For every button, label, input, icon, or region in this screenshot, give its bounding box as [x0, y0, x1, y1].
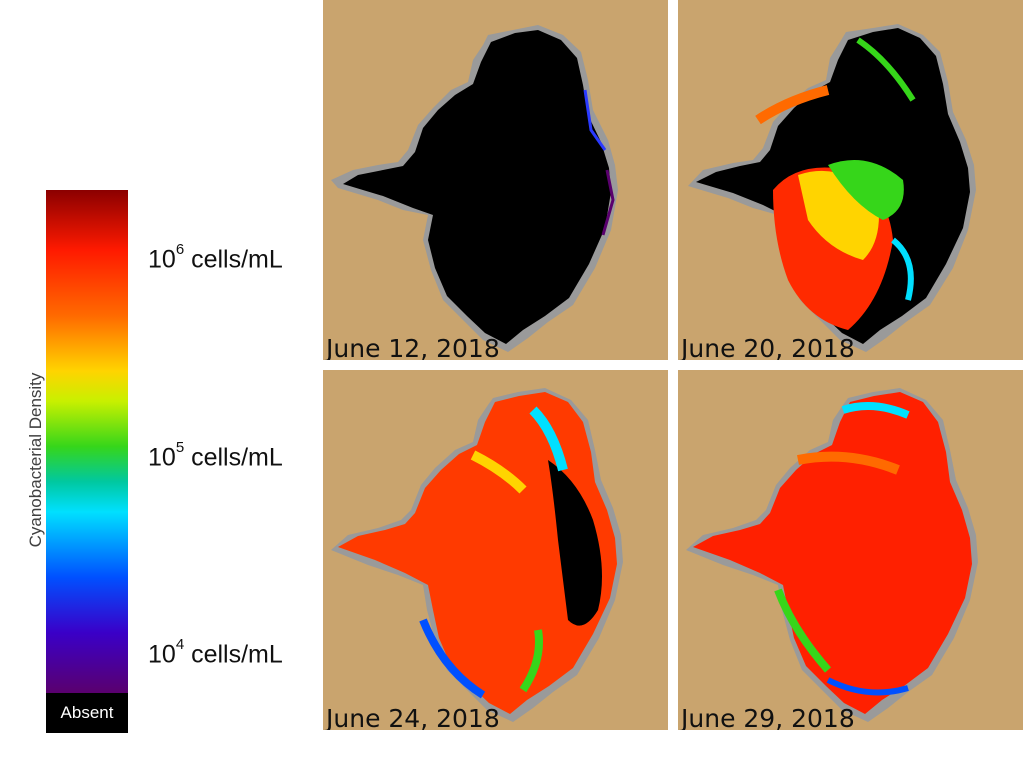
- panel-date: June 12, 2018: [326, 334, 500, 360]
- tick-label-1e5: 105 cells/mL: [148, 439, 283, 472]
- tick-label-1e4: 104 cells/mL: [148, 636, 283, 669]
- map-panel-june-24: June 24, 2018: [323, 370, 668, 730]
- tick-label-1e6: 106 cells/mL: [148, 241, 283, 274]
- lake-map: [331, 388, 623, 722]
- colorbar-absent: Absent: [46, 693, 128, 733]
- lake-map: [331, 25, 618, 352]
- map-panel-june-29: June 29, 2018: [678, 370, 1023, 730]
- panel-date: June 20, 2018: [681, 334, 855, 360]
- colorbar-ramp: [46, 190, 128, 693]
- map-panel-june-12: June 12, 2018: [323, 0, 668, 360]
- lake-map: [686, 388, 978, 722]
- map-panel-june-20: June 20, 2018: [678, 0, 1023, 360]
- panel-date: June 24, 2018: [326, 704, 500, 730]
- legend-title-text: Cyanobacterial Density: [26, 372, 45, 548]
- panel-date: June 29, 2018: [681, 704, 855, 730]
- colorbar: Absent: [46, 190, 128, 733]
- lake-map: [688, 24, 976, 352]
